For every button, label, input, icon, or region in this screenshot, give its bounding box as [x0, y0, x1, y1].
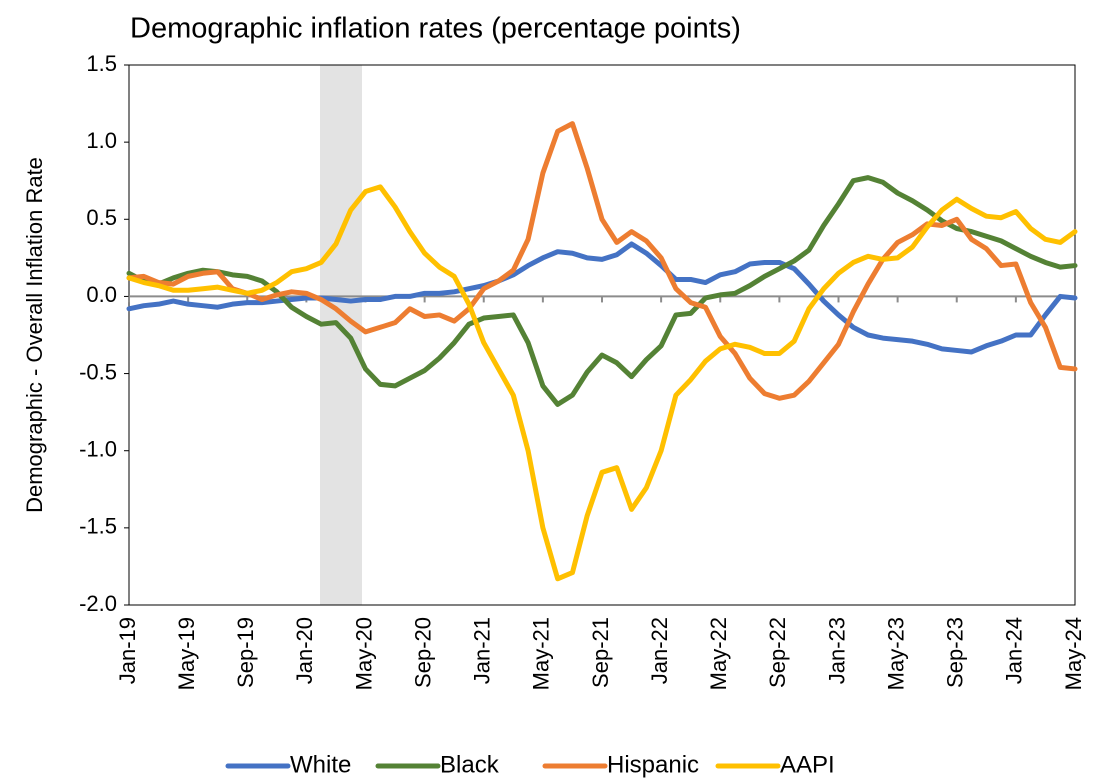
legend-label: Hispanic: [607, 751, 699, 778]
x-tick-label: Jan-21: [470, 617, 495, 684]
x-tick-label: May-23: [883, 617, 908, 690]
y-tick-label: 0.5: [86, 205, 117, 230]
x-tick-label: Jan-19: [115, 617, 140, 684]
x-tick-label: Sep-19: [233, 617, 258, 688]
x-tick-label: Sep-21: [588, 617, 613, 688]
series-line: [126, 175, 1078, 407]
legend-label: Black: [440, 751, 500, 778]
x-tick-label: May-20: [351, 617, 376, 690]
legend-label: White: [290, 751, 351, 778]
x-tick-label: May-22: [706, 617, 731, 690]
x-tick-label: Sep-20: [410, 617, 435, 688]
recession-shading: [320, 65, 362, 605]
series-line: [126, 184, 1078, 582]
x-tick-label: Jan-22: [647, 617, 672, 684]
chart-title: Demographic inflation rates (percentage …: [130, 13, 741, 45]
x-tick-label: Jan-20: [292, 617, 317, 684]
x-tick-label: Jan-23: [824, 617, 849, 684]
y-axis-label: Demographic - Overall Inflation Rate: [22, 157, 47, 513]
x-tick-label: May-21: [529, 617, 554, 690]
y-tick-label: -1.5: [79, 514, 117, 539]
y-tick-label: 1.0: [86, 128, 117, 153]
y-tick-label: -0.5: [79, 359, 117, 384]
plot-border: [128, 64, 1076, 606]
x-tick-label: Sep-22: [765, 617, 790, 688]
series-line: [126, 121, 1078, 401]
x-tick-label: May-24: [1061, 617, 1086, 690]
y-tick-label: -1.0: [79, 437, 117, 462]
x-tick-label: Sep-23: [943, 617, 968, 688]
legend-label: AAPI: [780, 751, 835, 778]
y-tick-label: 1.5: [86, 51, 117, 76]
x-tick-label: Jan-24: [1002, 617, 1027, 684]
y-tick-label: -2.0: [79, 591, 117, 616]
x-tick-label: May-19: [174, 617, 199, 690]
y-tick-label: 0.0: [86, 282, 117, 307]
